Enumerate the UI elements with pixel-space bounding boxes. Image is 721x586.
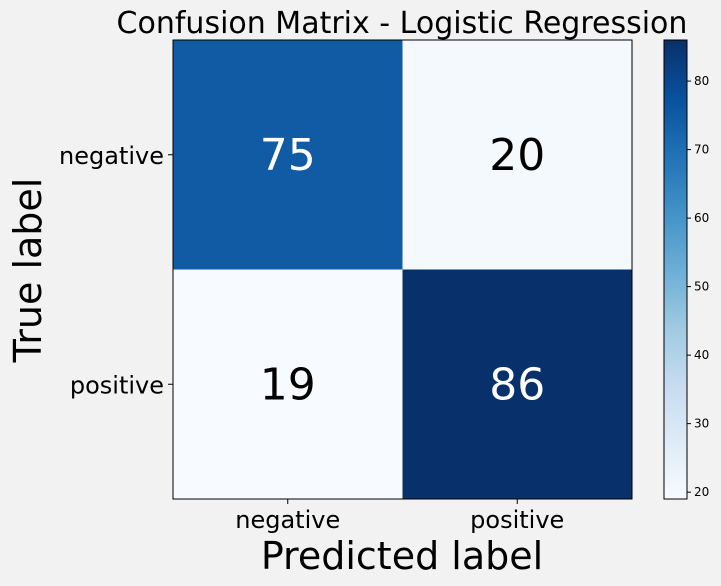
heatmap-cell	[402, 40, 632, 270]
colorbar-tick-label: 80	[694, 74, 709, 88]
heatmap-cells	[173, 40, 632, 499]
cell-value-label: 20	[489, 130, 545, 181]
colorbar-tick-label: 60	[694, 211, 709, 225]
cell-value-label: 86	[489, 359, 545, 410]
heatmap-cell	[173, 40, 403, 270]
y-axis-label: True label	[6, 178, 50, 364]
colorbar-tick-label: 30	[694, 417, 709, 431]
colorbar-tick-label: 70	[694, 143, 709, 157]
colorbar-tick-label: 50	[694, 280, 709, 294]
heatmap-cell	[173, 269, 403, 499]
cell-value-labels: 75 20 19 86	[260, 130, 546, 411]
colorbar	[663, 39, 688, 500]
cell-value-label: 75	[260, 130, 316, 181]
heatmap-cell	[402, 269, 632, 499]
colorbar-tick-label: 40	[694, 348, 709, 362]
x-axis-ticks: negative positive	[235, 499, 564, 534]
x-axis-label: Predicted label	[261, 534, 543, 578]
y-tick-label: positive	[70, 371, 164, 399]
y-tick-label: negative	[59, 142, 164, 170]
x-tick-label: positive	[470, 506, 564, 534]
y-axis-ticks: negative positive	[59, 142, 173, 399]
colorbar-tick-label: 20	[694, 485, 709, 499]
cell-value-label: 19	[260, 359, 316, 410]
plot-frame	[172, 39, 633, 500]
chart-title: Confusion Matrix - Logistic Regression	[117, 6, 688, 41]
x-tick-label: negative	[235, 506, 340, 534]
colorbar-ticks: 20 30 40 50 60 70 80	[687, 74, 709, 499]
